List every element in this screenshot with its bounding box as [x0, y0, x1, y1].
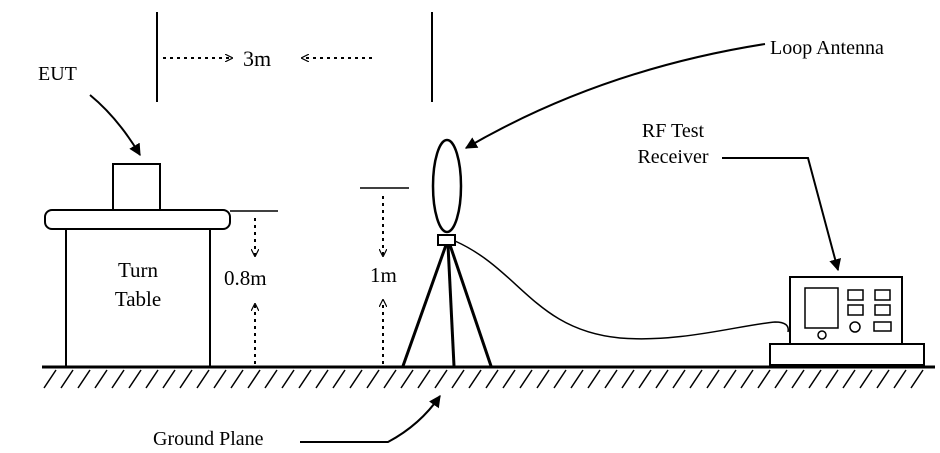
distance-label: 3m: [243, 46, 271, 71]
hatch-stroke: [468, 369, 482, 389]
hatch-stroke: [553, 369, 567, 389]
receiver-key-3: [847, 304, 864, 316]
hatch-stroke: [315, 369, 329, 389]
rf-test-receiver: RF Test Receiver: [637, 120, 925, 366]
hatch-stroke: [332, 369, 346, 389]
hatch-stroke: [621, 369, 635, 389]
hatch-stroke: [672, 369, 686, 389]
hatch-stroke: [519, 369, 533, 389]
receiver-key-4: [874, 304, 891, 316]
hatch-stroke: [213, 369, 227, 389]
antenna-cable: [454, 240, 789, 340]
hatch-stroke: [43, 369, 57, 389]
receiver-key-1: [847, 289, 864, 301]
ground-plane-hatching: [43, 369, 924, 389]
hatch-stroke: [179, 369, 193, 389]
receiver-arrow: [722, 157, 842, 272]
tripod-leg-center: [446, 244, 456, 367]
ground-plane-label: Ground Plane: [153, 428, 264, 450]
hatch-stroke: [349, 369, 363, 389]
hatch-stroke: [893, 369, 907, 389]
loop-antenna: Loop Antenna: [401, 37, 884, 367]
turn-table-top: [44, 209, 231, 230]
hatch-stroke: [655, 369, 669, 389]
tripod-leg-right: [448, 244, 493, 367]
hatch-stroke: [366, 369, 380, 389]
hatch-stroke: [111, 369, 125, 389]
hatch-stroke: [638, 369, 652, 389]
receiver-label-line2: Receiver: [637, 146, 708, 168]
receiver-screen: [804, 287, 839, 329]
eut-label: EUT: [38, 63, 77, 85]
eut-box: [112, 163, 161, 211]
receiver-base: [769, 343, 925, 366]
hatch-stroke: [247, 369, 261, 389]
receiver-knob: [849, 321, 861, 333]
loop-antenna-arrow: [464, 43, 766, 149]
hatch-stroke: [587, 369, 601, 389]
hatch-stroke: [859, 369, 873, 389]
hatch-stroke: [502, 369, 516, 389]
hatch-stroke: [876, 369, 890, 389]
loop-antenna-label: Loop Antenna: [770, 37, 884, 59]
hatch-stroke: [536, 369, 550, 389]
turn-table: Turn Table: [44, 209, 231, 366]
hatch-stroke: [264, 369, 278, 389]
hatch-stroke: [570, 369, 584, 389]
antenna-height-marker: 1m: [360, 187, 409, 364]
hatch-stroke: [604, 369, 618, 389]
loop-antenna-mount: [437, 234, 456, 246]
hatch-stroke: [808, 369, 822, 389]
hatch-stroke: [842, 369, 856, 389]
antenna-height-label: 1m: [370, 263, 397, 287]
hatch-stroke: [60, 369, 74, 389]
receiver-key-2: [874, 289, 891, 301]
hatch-stroke: [298, 369, 312, 389]
hatch-stroke: [689, 369, 703, 389]
hatch-stroke: [757, 369, 771, 389]
ground-plane-arrow: [300, 395, 441, 443]
hatch-stroke: [825, 369, 839, 389]
tripod-leg-left: [401, 244, 448, 367]
hatch-stroke: [434, 369, 448, 389]
hatch-stroke: [145, 369, 159, 389]
hatch-stroke: [162, 369, 176, 389]
hatch-stroke: [774, 369, 788, 389]
hatch-stroke: [740, 369, 754, 389]
hatch-stroke: [230, 369, 244, 389]
hatch-stroke: [77, 369, 91, 389]
hatch-stroke: [485, 369, 499, 389]
loop-antenna-loop: [431, 138, 463, 234]
hatch-stroke: [94, 369, 108, 389]
turn-table-label-line2: Table: [115, 287, 161, 311]
hatch-stroke: [128, 369, 142, 389]
hatch-stroke: [910, 369, 924, 389]
hatch-stroke: [281, 369, 295, 389]
hatch-stroke: [400, 369, 414, 389]
ground-plane: Ground Plane: [42, 365, 935, 450]
eut: EUT: [38, 63, 161, 211]
hatch-stroke: [196, 369, 210, 389]
hatch-stroke: [451, 369, 465, 389]
table-height-label: 0.8m: [224, 266, 267, 290]
turn-table-label-line1: Turn: [118, 258, 159, 282]
hatch-stroke: [791, 369, 805, 389]
receiver-slot: [873, 321, 892, 332]
hatch-stroke: [417, 369, 431, 389]
receiver-label-line1: RF Test: [642, 120, 705, 142]
table-height-marker: 0.8m: [224, 210, 278, 364]
receiver-input-port: [817, 330, 827, 340]
hatch-stroke: [706, 369, 720, 389]
distance-marker: 3m: [156, 12, 433, 102]
hatch-stroke: [723, 369, 737, 389]
eut-arrow: [89, 94, 141, 157]
hatch-stroke: [383, 369, 397, 389]
